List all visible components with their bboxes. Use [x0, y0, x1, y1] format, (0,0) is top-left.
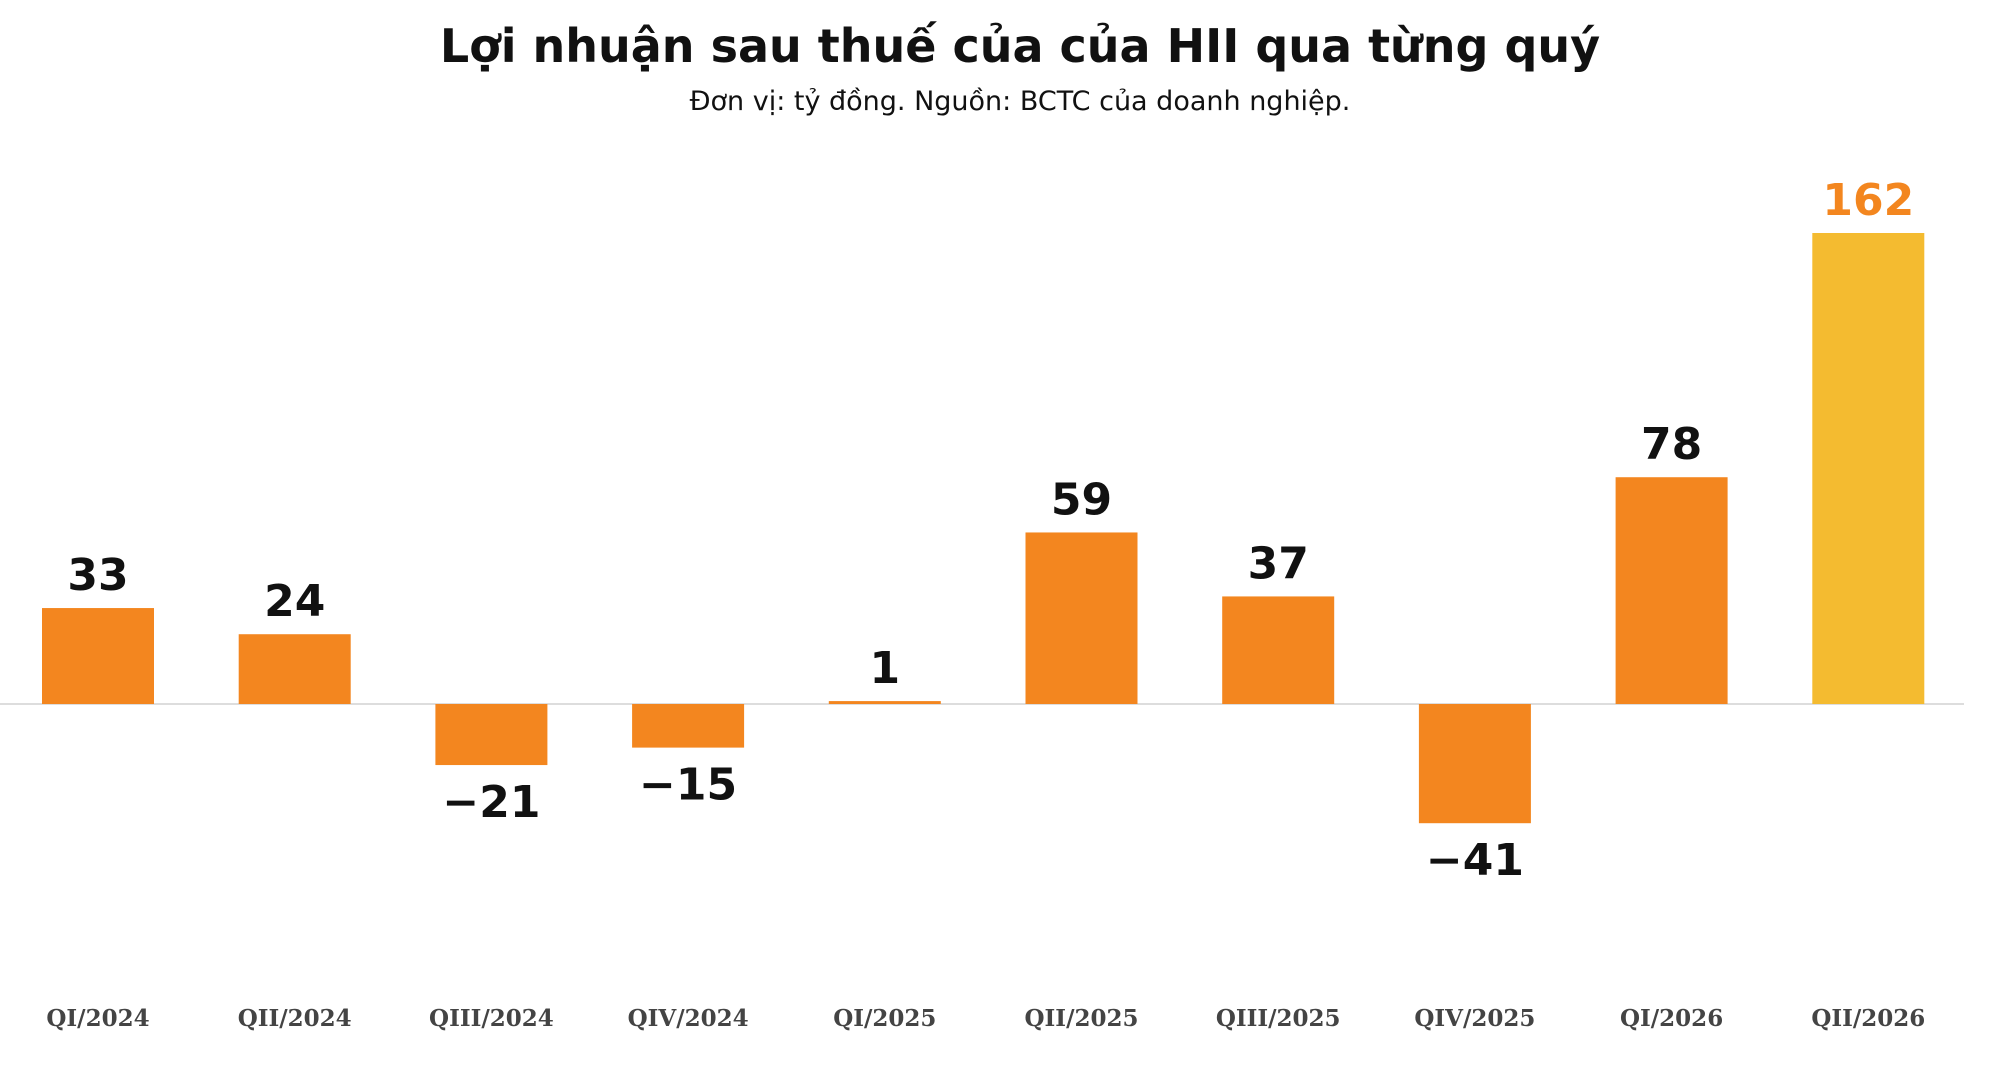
- value-label: 162: [1822, 175, 1914, 226]
- value-label: 1: [869, 643, 900, 694]
- bar: [42, 608, 154, 704]
- value-label: −21: [442, 777, 540, 828]
- x-tick-label: QIII/2025: [1216, 1005, 1341, 1032]
- bar: [1812, 233, 1925, 704]
- bar: [1615, 477, 1728, 704]
- x-tick-label: QII/2025: [1025, 1005, 1139, 1032]
- x-tick-label: QI/2026: [1620, 1005, 1723, 1032]
- bar: [435, 704, 548, 766]
- x-tick-label: QII/2024: [238, 1005, 352, 1032]
- chart-title: Lợi nhuận sau thuế của của HII qua từng …: [440, 19, 1600, 73]
- bar: [828, 701, 941, 704]
- x-tick-label: QIII/2024: [429, 1005, 554, 1032]
- bar: [238, 634, 351, 704]
- bar: [1025, 532, 1138, 704]
- value-label: −41: [1426, 835, 1524, 886]
- x-tick-label: QII/2026: [1811, 1005, 1925, 1032]
- chart-subtitle: Đơn vị: tỷ đồng. Nguồn: BCTC của doanh n…: [690, 86, 1351, 117]
- value-label: 37: [1248, 538, 1309, 589]
- value-label: 78: [1641, 419, 1702, 470]
- value-label: 59: [1051, 474, 1112, 525]
- value-label: −15: [639, 760, 737, 811]
- x-tick-label: QI/2024: [46, 1005, 149, 1032]
- bar: [1418, 704, 1531, 824]
- x-tick-label: QIV/2025: [1414, 1005, 1535, 1032]
- value-label: 33: [67, 550, 128, 601]
- x-tick-label: QIV/2024: [628, 1005, 749, 1032]
- value-label: 24: [264, 576, 325, 627]
- bar: [632, 704, 745, 748]
- bar: [1222, 596, 1335, 704]
- x-tick-label: QI/2025: [833, 1005, 936, 1032]
